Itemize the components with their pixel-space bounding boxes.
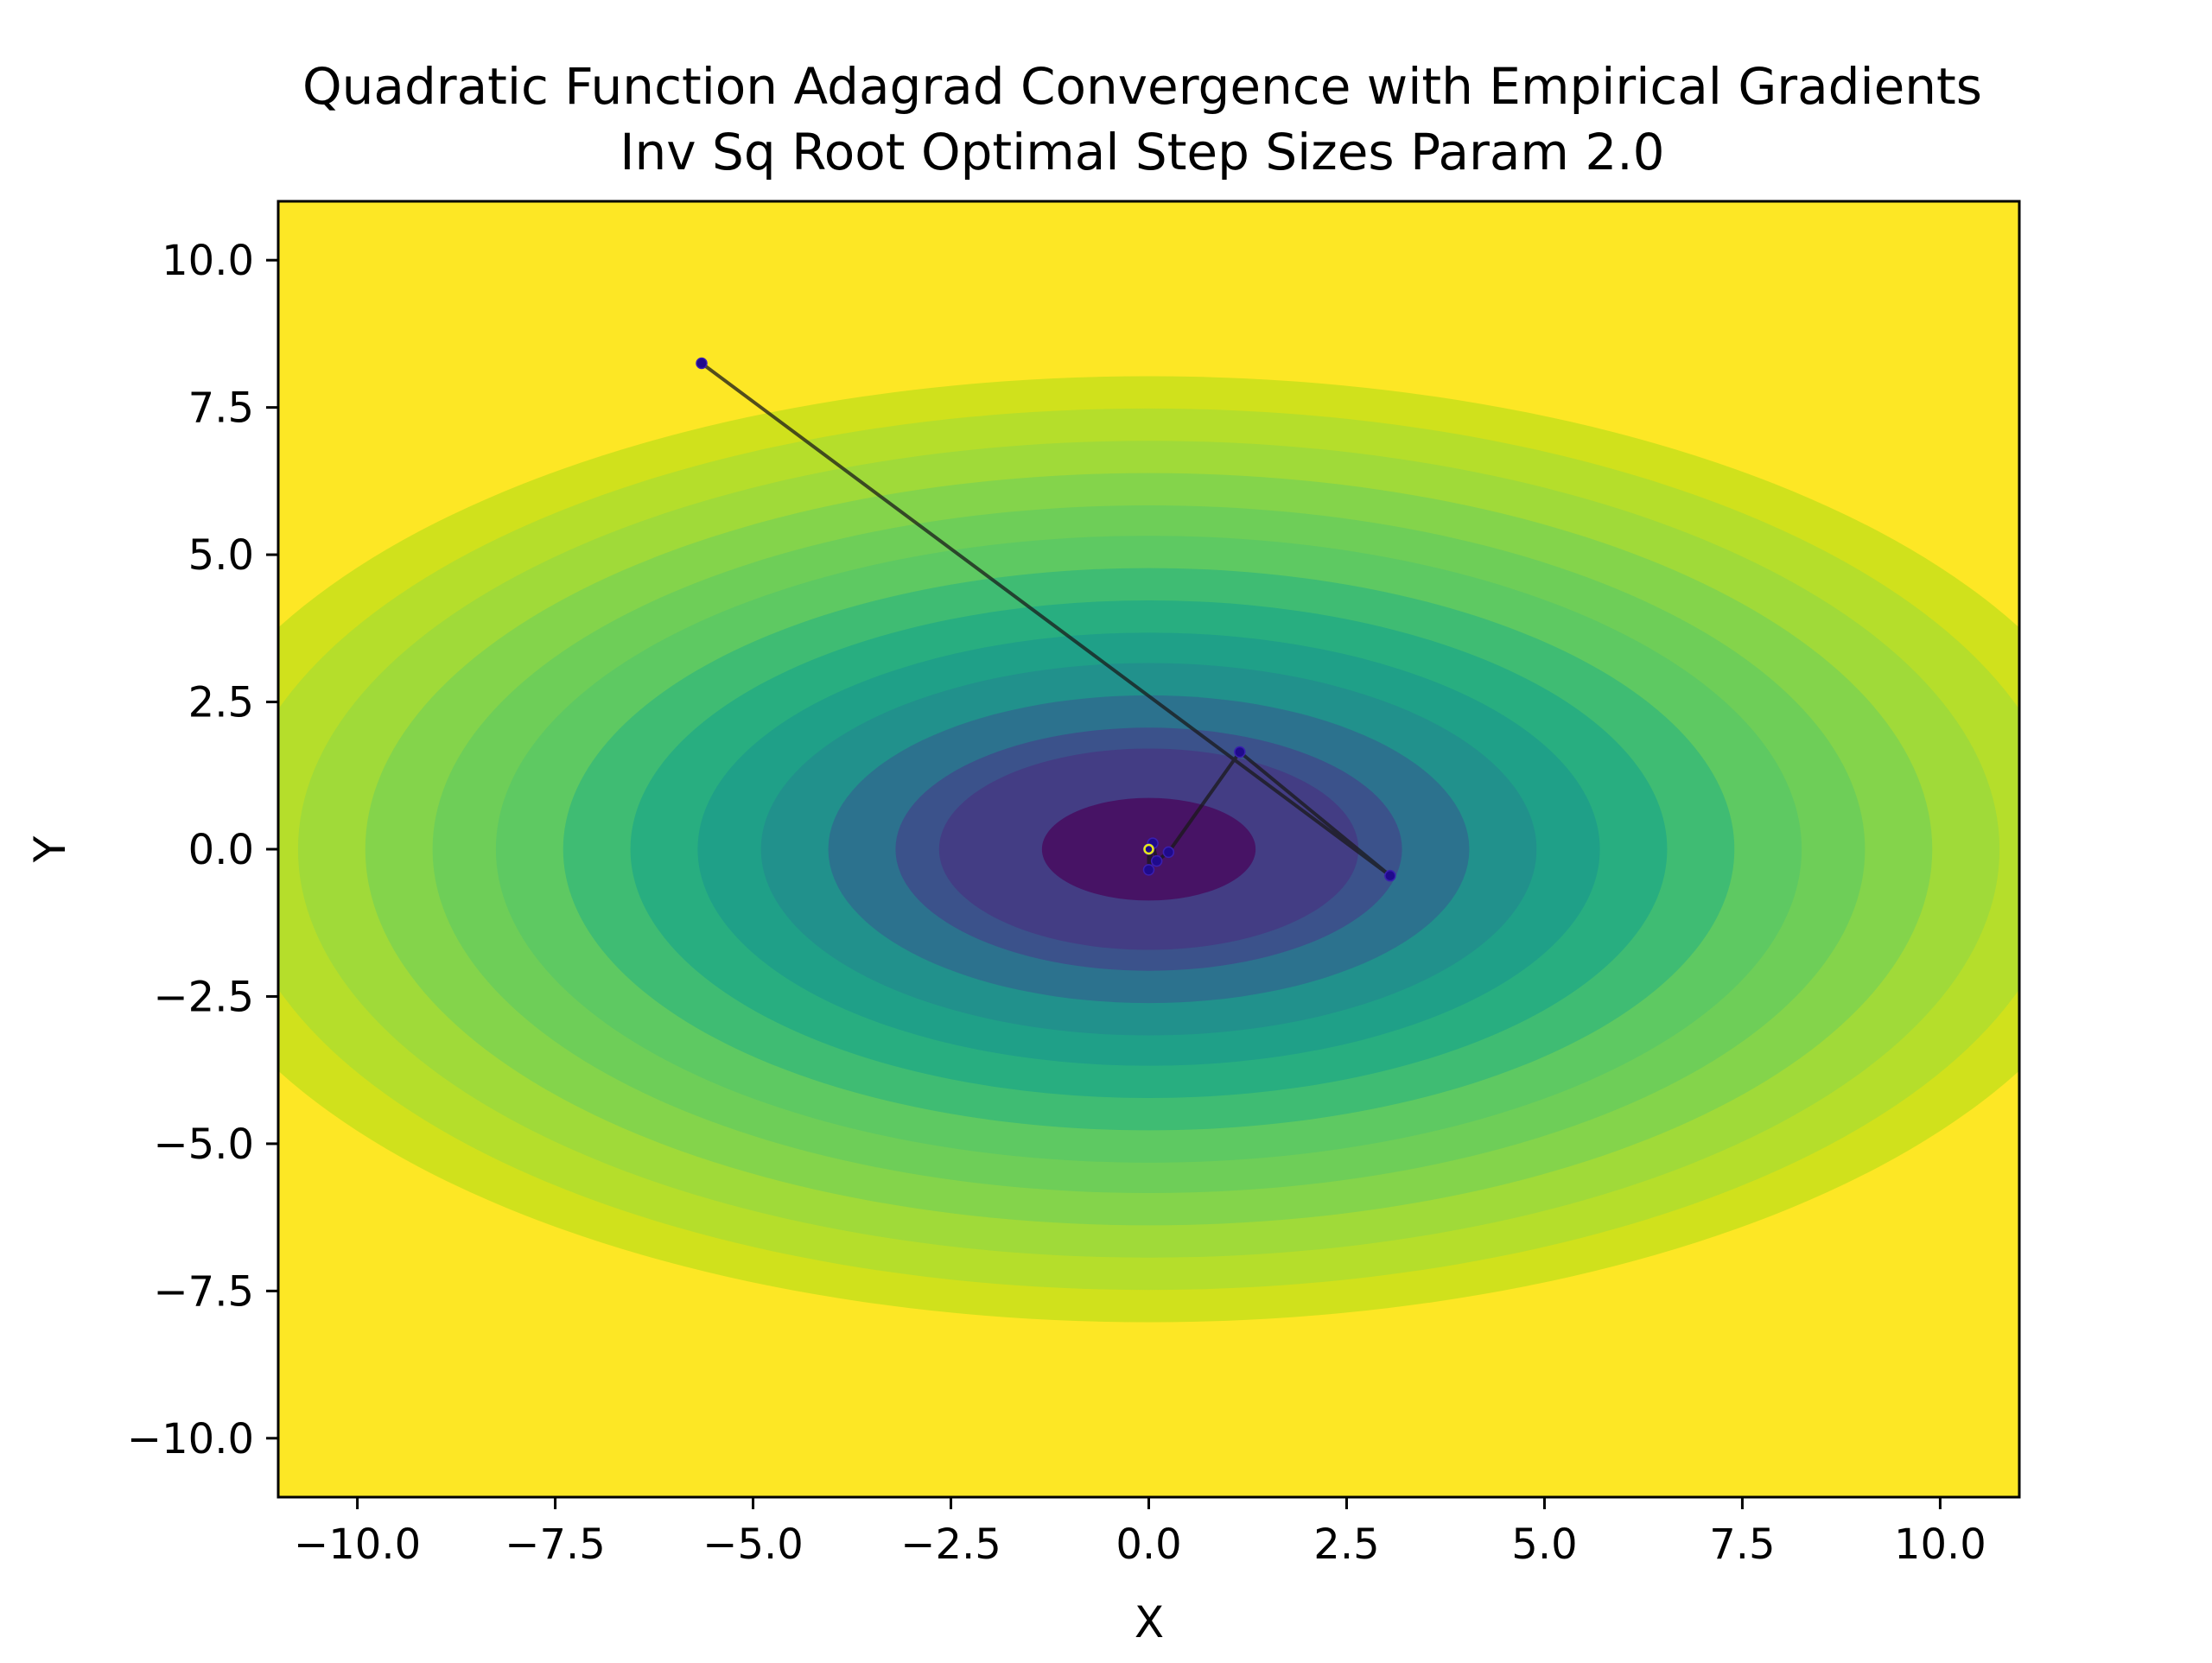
path-point <box>1234 746 1246 759</box>
contour-fill-layer <box>278 201 2019 1497</box>
path-point <box>1150 854 1163 867</box>
y-tick-label: −2.5 <box>153 973 254 1021</box>
y-axis: −10.0 −7.5 −5.0 −2.5 0.0 2.5 5.0 7.5 10.0 <box>127 237 278 1463</box>
path-point <box>696 357 708 370</box>
path-point <box>1162 846 1175 859</box>
x-axis-label: X <box>1135 1597 1164 1647</box>
optimum-marker <box>1143 843 1154 855</box>
y-tick-label: −5.0 <box>153 1120 254 1169</box>
x-tick-label: −10.0 <box>294 1520 421 1569</box>
y-tick-label: −10.0 <box>127 1415 254 1463</box>
x-tick-label: −5.0 <box>702 1520 804 1569</box>
y-tick-label: −7.5 <box>153 1267 254 1316</box>
optimization-path <box>696 357 1396 882</box>
x-axis: −10.0 −7.5 −5.0 −2.5 0.0 2.5 5.0 7.5 10.0 <box>294 1497 1986 1569</box>
y-tick-label: 10.0 <box>162 237 254 285</box>
y-tick-label: 7.5 <box>188 384 254 433</box>
path-point <box>1384 869 1396 882</box>
x-tick-label: 10.0 <box>1894 1520 1986 1569</box>
y-tick-label: 0.0 <box>188 826 254 874</box>
y-tick-label: 5.0 <box>188 531 254 580</box>
chart-title-line-1: Quadratic Function Adagrad Convergence w… <box>302 57 1982 116</box>
x-tick-label: −7.5 <box>505 1520 606 1569</box>
path-point <box>1142 864 1155 876</box>
chart-title-line-2: Inv Sq Root Optimal Step Sizes Param 2.0 <box>620 123 1664 181</box>
y-axis-label: Y <box>25 835 75 863</box>
y-tick-label: 2.5 <box>188 679 254 727</box>
x-tick-label: 7.5 <box>1709 1520 1775 1569</box>
x-tick-label: 0.0 <box>1116 1520 1181 1569</box>
x-tick-label: −2.5 <box>900 1520 1001 1569</box>
x-tick-label: 2.5 <box>1313 1520 1379 1569</box>
x-tick-label: 5.0 <box>1511 1520 1577 1569</box>
